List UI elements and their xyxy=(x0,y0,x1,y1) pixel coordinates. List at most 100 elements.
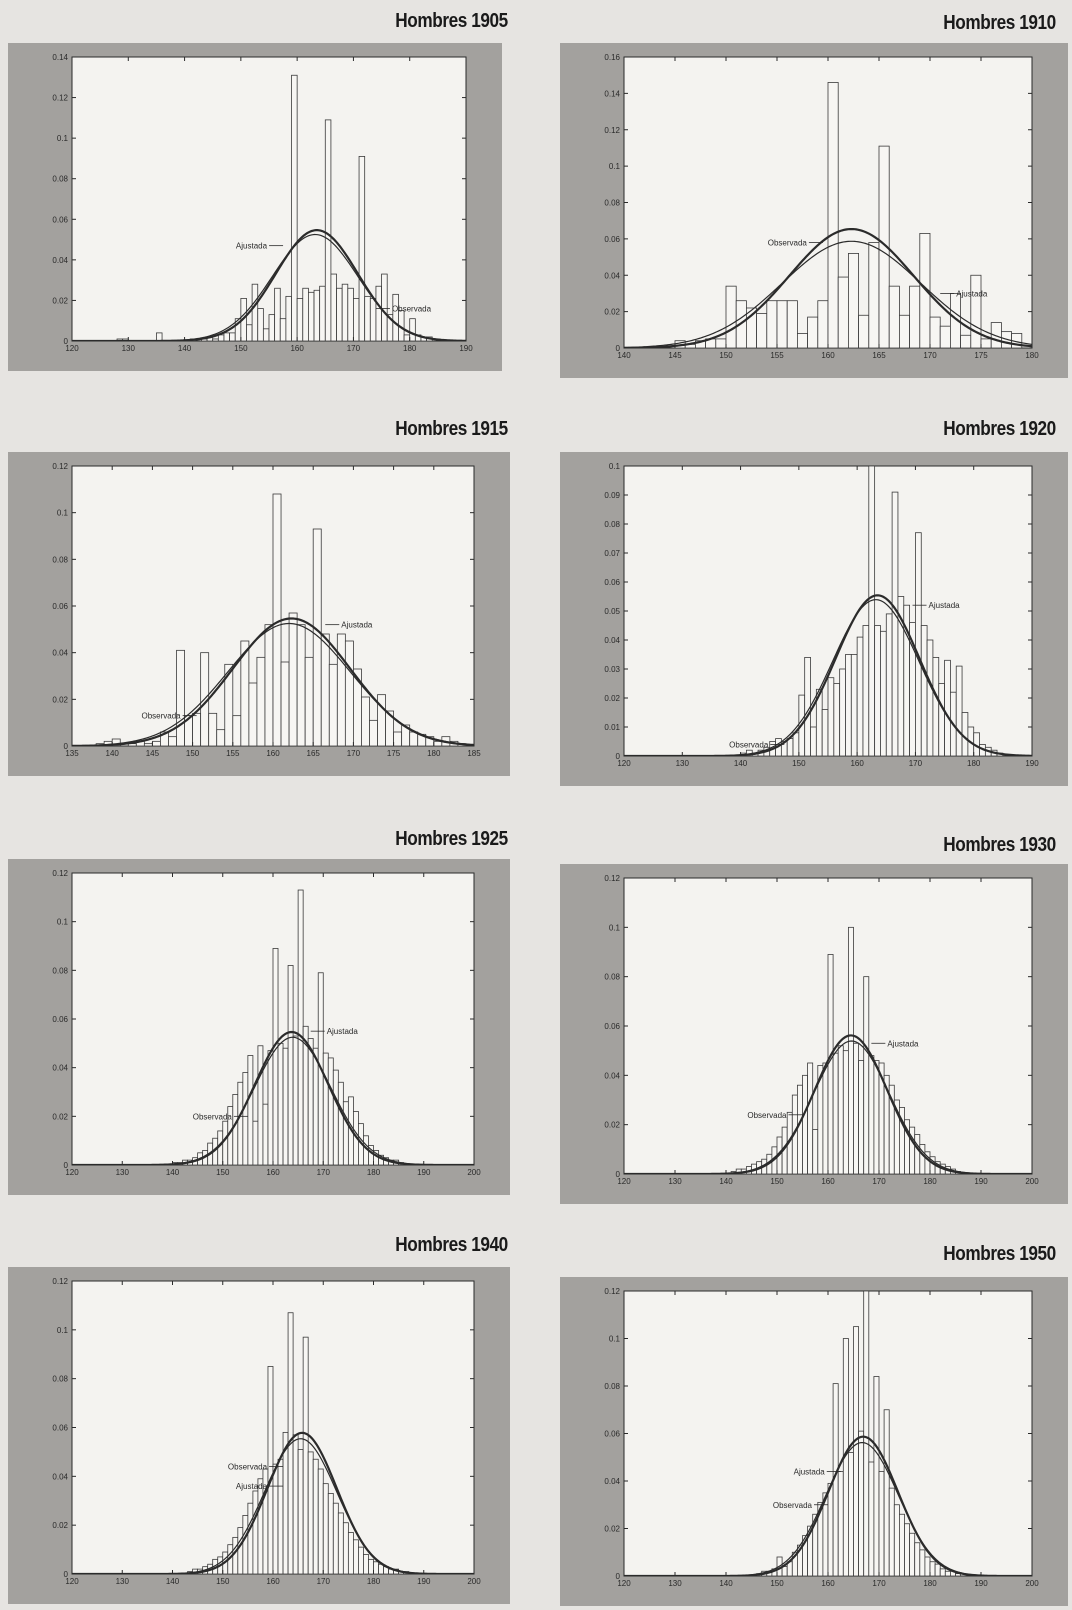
bar xyxy=(217,334,225,341)
bar xyxy=(151,740,161,746)
bar xyxy=(262,1103,269,1165)
bar xyxy=(822,1062,829,1174)
x-tick-label: 150 xyxy=(234,344,248,353)
bar xyxy=(850,654,858,756)
bar xyxy=(929,316,941,348)
bar xyxy=(980,338,992,348)
bar xyxy=(344,640,354,746)
y-tick-label: 0.14 xyxy=(52,53,68,62)
x-tick-label: 170 xyxy=(872,1579,886,1588)
x-tick-label: 180 xyxy=(967,759,981,768)
bar xyxy=(898,314,910,348)
bar xyxy=(990,322,1002,348)
bar xyxy=(267,1050,274,1165)
x-tick-label: 190 xyxy=(974,1579,988,1588)
x-tick-label: 180 xyxy=(367,1168,381,1177)
y-tick-label: 0.07 xyxy=(604,549,620,558)
bar xyxy=(296,297,304,341)
bar xyxy=(313,289,321,341)
bar xyxy=(786,738,794,756)
bar xyxy=(863,976,870,1174)
bar xyxy=(837,1045,844,1174)
y-tick-label: 0.06 xyxy=(52,215,68,224)
histogram-chart-5: 120 130 140 150 160 170 180 190 200 0 0.02 0.04 0.06… xyxy=(604,874,1039,1186)
bar xyxy=(353,297,360,341)
y-tick-label: 0.1 xyxy=(57,1326,69,1335)
x-tick-label: 180 xyxy=(1025,351,1039,360)
x-tick-label: 140 xyxy=(166,1577,180,1586)
x-tick-label: 130 xyxy=(116,1168,130,1177)
x-tick-label: 175 xyxy=(387,749,401,758)
bar xyxy=(858,1060,865,1174)
bar xyxy=(317,1468,324,1574)
bar xyxy=(328,663,338,746)
bar-group xyxy=(756,1291,961,1576)
x-tick-label: 200 xyxy=(467,1168,481,1177)
bar xyxy=(924,1556,931,1576)
bar xyxy=(837,1471,844,1576)
bar xyxy=(330,273,337,341)
bar xyxy=(364,295,371,341)
y-tick-label: 0.12 xyxy=(52,1277,68,1286)
y-tick-label: 0.02 xyxy=(52,1521,68,1530)
curve-label: Ajustada xyxy=(929,601,961,610)
x-tick-label: 200 xyxy=(1025,1579,1039,1588)
bar xyxy=(868,242,880,348)
bar xyxy=(891,491,899,756)
bar xyxy=(369,719,378,746)
chart-frame-1940: 120 130 140 150 160 170 180 190 200 0 0.02 0.04 0.06… xyxy=(8,1267,510,1604)
bar xyxy=(302,287,309,341)
bar xyxy=(322,1052,329,1165)
x-tick-label: 160 xyxy=(821,1177,835,1186)
x-tick-label: 130 xyxy=(668,1579,682,1588)
bar xyxy=(222,1120,229,1165)
chart-frame-1905: 120 130 140 150 160 170 180 190 0 0.02 0.04 0.06 0.0… xyxy=(8,43,502,371)
bar xyxy=(403,334,411,341)
bar xyxy=(766,300,778,348)
x-tick-label: 150 xyxy=(719,351,733,360)
bar xyxy=(192,712,202,746)
bar xyxy=(839,668,846,756)
chart-frame-1910: 140 145 150 155 160 165 170 175 180 0 0.02 0.04 0.06… xyxy=(560,43,1068,378)
bar xyxy=(285,295,292,341)
chart-title-1910: Hombres 1910 xyxy=(943,12,1057,34)
x-tick-label: 155 xyxy=(770,351,784,360)
y-tick-label: 0.04 xyxy=(52,1472,68,1481)
bar xyxy=(223,332,231,341)
y-tick-label: 0.06 xyxy=(604,235,620,244)
chart-frame-1915: 135 140 145 150 155 160 165 170 175 180 185 0 0.02 0.… xyxy=(8,452,510,776)
curve-label: Observada xyxy=(773,1501,813,1510)
y-tick-label: 0.08 xyxy=(604,973,620,982)
curve-label: Observada xyxy=(392,305,432,314)
bar xyxy=(282,1047,289,1165)
y-tick-label: 0.06 xyxy=(604,1430,620,1439)
curve-label: Observada xyxy=(729,740,769,749)
fitted-curve xyxy=(624,1435,1032,1576)
bar xyxy=(878,145,890,348)
bar xyxy=(277,1042,284,1165)
bar xyxy=(242,1072,249,1165)
bar xyxy=(277,1458,284,1574)
bar xyxy=(873,1060,880,1174)
x-tick-label: 130 xyxy=(122,344,136,353)
bar xyxy=(939,325,951,348)
observed-curve xyxy=(624,240,1032,348)
bar xyxy=(409,318,416,341)
bar xyxy=(373,1561,379,1574)
bar xyxy=(320,633,330,746)
bar xyxy=(821,709,829,756)
bar xyxy=(807,1062,814,1174)
x-tick-label: 200 xyxy=(1025,1177,1039,1186)
x-tick-label: 160 xyxy=(290,344,304,353)
y-tick-label: 0.04 xyxy=(52,256,68,265)
bar xyxy=(352,1539,359,1574)
bar xyxy=(342,1101,349,1165)
bar xyxy=(868,1461,875,1576)
y-tick-label: 0.04 xyxy=(604,1477,620,1486)
bar xyxy=(291,74,298,341)
bar xyxy=(292,1035,299,1165)
bar xyxy=(812,1129,819,1174)
y-tick-label: 0 xyxy=(616,1170,621,1179)
y-tick-label: 0.1 xyxy=(609,1335,621,1344)
fitted-curve xyxy=(72,1431,474,1574)
